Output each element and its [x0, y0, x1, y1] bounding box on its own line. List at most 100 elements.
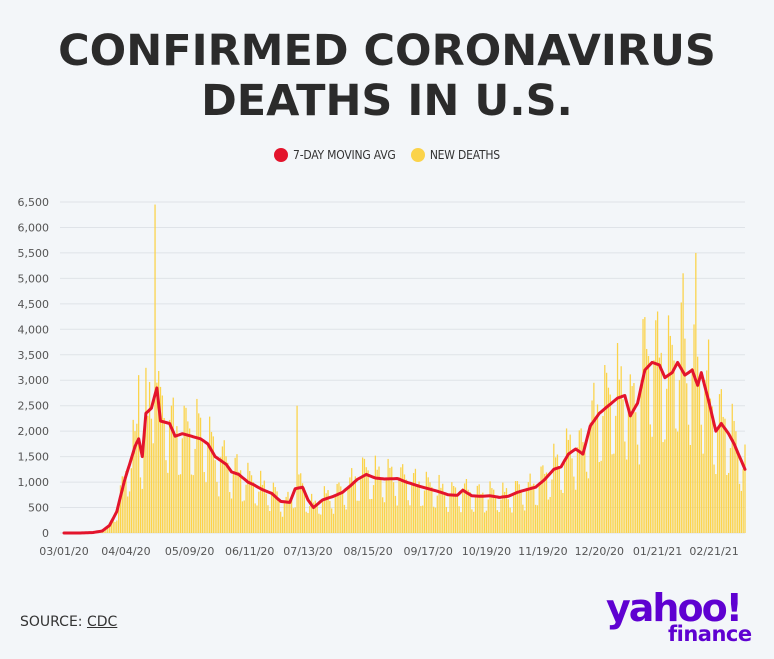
new-deaths-bar: [562, 492, 564, 533]
new-deaths-bar: [467, 489, 469, 533]
new-deaths-bar: [436, 495, 438, 533]
new-deaths-bar: [738, 483, 741, 533]
new-deaths-bar: [280, 511, 282, 533]
source-credit: SOURCE: CDC: [20, 614, 117, 630]
new-deaths-bar: [496, 510, 499, 533]
new-deaths-bar: [192, 475, 194, 533]
new-deaths-bar: [451, 482, 453, 533]
new-deaths-bar: [544, 473, 546, 533]
new-deaths-bar: [227, 462, 229, 533]
new-deaths-bar: [234, 457, 236, 533]
new-deaths-bar: [717, 429, 719, 533]
new-deaths-bar: [598, 462, 600, 533]
new-deaths-bar: [707, 339, 710, 533]
y-tick-label: 2,000: [18, 425, 50, 438]
new-deaths-bar: [443, 495, 446, 533]
y-tick-label: 1,000: [18, 476, 50, 489]
new-deaths-bar: [181, 438, 183, 533]
new-deaths-bar: [196, 398, 198, 533]
new-deaths-bar: [718, 394, 721, 533]
new-deaths-bar: [272, 482, 275, 533]
new-deaths-bar: [323, 486, 326, 533]
new-deaths-bar: [680, 302, 682, 533]
new-deaths-bar: [309, 505, 311, 533]
new-deaths-bar: [225, 456, 227, 533]
new-deaths-bar: [374, 455, 377, 533]
new-deaths-bar: [547, 499, 549, 533]
new-deaths-bar: [613, 453, 615, 533]
new-deaths-bar: [382, 497, 384, 533]
new-deaths-bar: [545, 472, 548, 533]
new-deaths-bar: [209, 416, 211, 533]
new-deaths-bar: [538, 484, 540, 533]
chart-title: CONFIRMED CORONAVIRUS DEATHS IN U.S.: [0, 26, 774, 126]
new-deaths-bar: [105, 527, 107, 533]
new-deaths-bar: [593, 382, 595, 533]
new-deaths-bar: [276, 491, 278, 533]
new-deaths-bar: [687, 424, 690, 533]
new-deaths-bar: [314, 500, 316, 533]
new-deaths-bar: [216, 481, 218, 533]
new-deaths-bar: [720, 389, 722, 533]
new-deaths-bar: [391, 466, 393, 533]
new-deaths-bar: [596, 404, 599, 533]
new-deaths-bar: [635, 412, 637, 533]
new-deaths-bar: [556, 454, 559, 533]
new-deaths-bar: [136, 423, 138, 533]
new-deaths-bar: [666, 388, 668, 533]
new-deaths-bar: [296, 405, 298, 533]
new-deaths-bar: [742, 468, 744, 533]
new-deaths-bar: [709, 398, 712, 533]
new-deaths-bar: [474, 495, 477, 533]
new-deaths-bar: [693, 324, 695, 533]
legend-item-new-deaths: NEW DEATHS: [410, 148, 500, 162]
new-deaths-bar: [504, 491, 506, 533]
new-deaths-bar: [380, 478, 382, 533]
new-deaths-bar: [285, 496, 287, 533]
new-deaths-bar: [158, 370, 160, 533]
new-deaths-bar: [505, 488, 508, 533]
new-deaths-bar: [402, 464, 404, 533]
new-deaths-bar: [260, 470, 262, 533]
new-deaths-bar: [445, 506, 448, 533]
new-deaths-bar: [616, 342, 619, 533]
y-tick-label: 3,000: [18, 374, 50, 387]
new-deaths-bar: [422, 505, 424, 533]
new-deaths-bar: [310, 493, 313, 533]
chart-plot: 0 500 1,000 1,500 2,000 2,500 3,000 3,500 4,000 4…: [18, 196, 747, 558]
new-deaths-bar: [334, 494, 336, 533]
new-deaths-bar: [527, 482, 529, 533]
new-deaths-bar: [651, 436, 653, 533]
x-tick-label: 02/21/21: [689, 545, 738, 558]
new-deaths-bar: [551, 479, 553, 533]
x-tick-label: 06/11/20: [225, 545, 274, 558]
new-deaths-bar: [434, 507, 437, 533]
new-deaths-bar: [236, 454, 238, 533]
new-deaths-bar: [150, 418, 153, 533]
new-deaths-bar: [361, 457, 364, 533]
new-deaths-bar: [727, 472, 730, 533]
new-deaths-bar: [627, 410, 630, 533]
new-deaths-bar: [292, 508, 295, 533]
new-deaths-bar: [338, 482, 340, 533]
new-deaths-bar: [187, 421, 189, 533]
new-deaths-bar: [640, 380, 642, 533]
new-deaths-bar: [502, 482, 504, 533]
new-deaths-bar: [602, 415, 604, 533]
chart-title-line-1: CONFIRMED CORONAVIRUS: [58, 26, 716, 76]
x-tick-label: 05/09/20: [165, 545, 214, 558]
new-deaths-bar: [675, 428, 677, 533]
x-tick-label: 01/21/21: [633, 545, 682, 558]
new-deaths-bar: [689, 445, 692, 533]
source-link[interactable]: CDC: [86, 614, 118, 630]
new-deaths-bar: [138, 375, 140, 533]
new-deaths-bar: [431, 486, 433, 533]
new-deaths-bar: [121, 476, 123, 533]
new-deaths-bar: [700, 424, 702, 533]
new-deaths-bar: [449, 494, 451, 533]
new-deaths-bar: [269, 510, 271, 533]
new-deaths-bar: [159, 386, 162, 533]
new-deaths-bar: [154, 204, 156, 534]
x-tick-label: 10/19/20: [462, 545, 511, 558]
new-deaths-bar: [201, 442, 204, 533]
